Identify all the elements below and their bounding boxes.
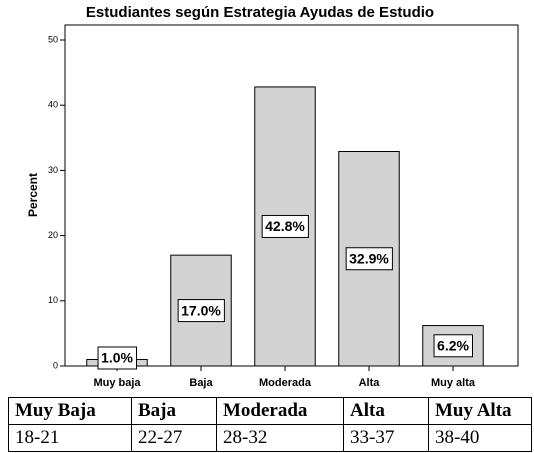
header-cell: Alta [343,397,429,425]
value-label: 42.8% [265,218,305,234]
value-label: 17.0% [181,302,221,318]
y-axis-label: Percent [26,173,40,217]
x-tick-label: Muy alta [431,377,476,389]
y-tick-label: 0 [53,360,58,370]
y-tick-label: 50 [48,34,58,44]
range-table: Muy Baja Baja Moderada Alta Muy Alta 18-… [8,397,532,452]
y-tick-label: 30 [48,165,58,175]
value-label: 1.0% [101,350,133,366]
value-label: 32.9% [349,250,389,266]
x-tick-label: Muy baja [93,377,141,389]
value-label-box [97,346,138,370]
cell: 28-32 [216,424,344,452]
x-tick-label: Baja [189,377,213,389]
chart-title: Estudiantes según Estrategia Ayudas de E… [86,4,434,21]
y-tick-label: 40 [48,100,58,110]
header-cell: Baja [131,397,217,425]
value-label-box [345,247,393,271]
table-row: 18-21 22-27 28-32 33-37 38-40 [8,424,532,452]
x-tick-label: Moderada [259,377,312,389]
y-tick-label: 10 [48,295,58,305]
cell: 18-21 [8,424,132,452]
cell: 22-27 [131,424,217,452]
table-header: Muy Baja Baja Moderada Alta Muy Alta [8,397,532,425]
cell: 33-37 [343,424,429,452]
value-label-box [177,299,225,323]
chart: Estudiantes según Estrategia Ayudas de E… [26,4,519,389]
header-cell: Moderada [216,397,344,425]
y-tick-label: 20 [48,230,58,240]
value-label-box [433,334,474,358]
header-cell: Muy Baja [8,397,132,425]
x-tick-label: Alta [359,377,381,389]
cell: 38-40 [428,424,532,452]
value-label-box [261,214,309,238]
header-cell: Muy Alta [428,397,532,425]
value-label: 6.2% [437,337,469,353]
